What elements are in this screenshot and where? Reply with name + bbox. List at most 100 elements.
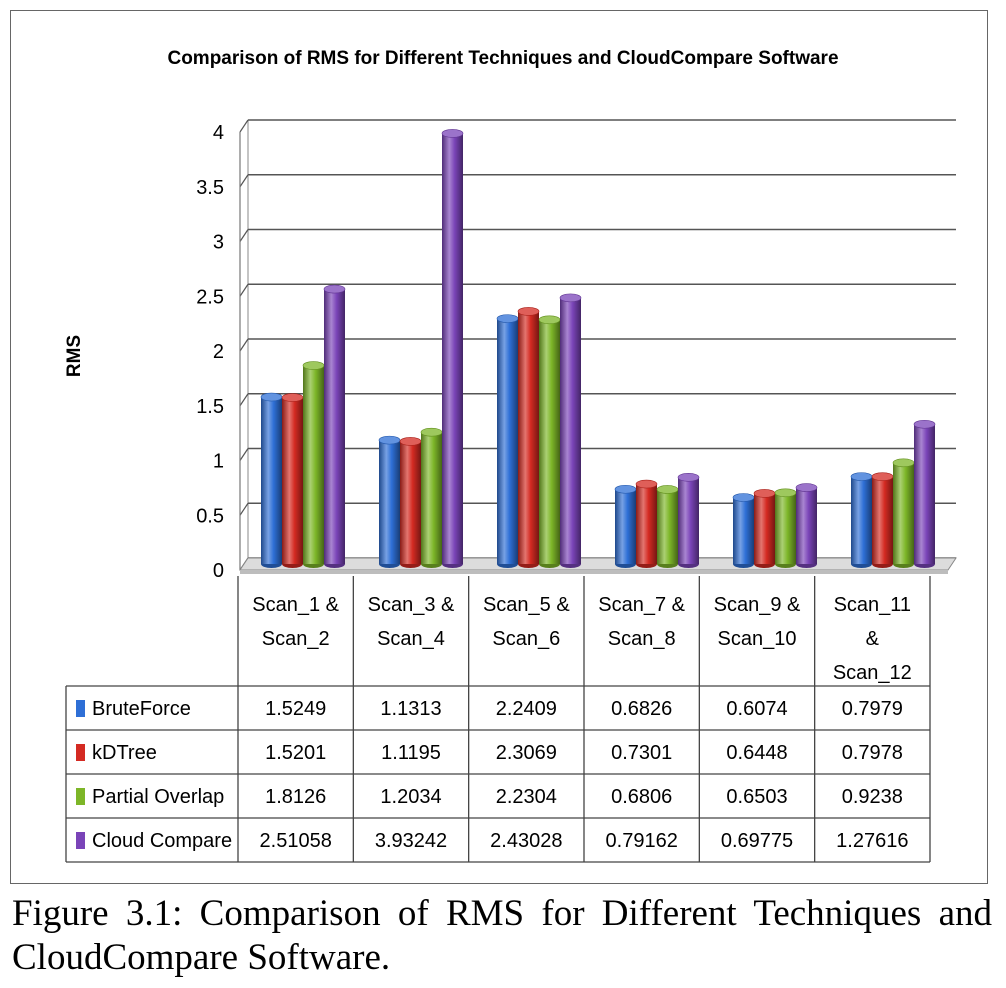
bar-body <box>379 440 400 564</box>
grid-line-depth <box>239 119 249 133</box>
bar-top <box>850 472 873 481</box>
bar-top <box>677 473 700 482</box>
bar-body <box>615 489 636 564</box>
data-label: 0.7979 <box>842 698 903 720</box>
bar-body <box>893 462 914 564</box>
bar-top <box>892 458 915 468</box>
bar <box>850 472 873 568</box>
y-tick-label: 3 <box>213 232 224 254</box>
bar-top <box>538 315 561 325</box>
data-label: 0.6503 <box>726 786 787 808</box>
data-label: 2.3069 <box>496 742 557 764</box>
bar-top <box>420 427 443 437</box>
bar <box>871 472 894 568</box>
category-label: Scan_8 <box>608 628 676 650</box>
bar <box>517 307 540 568</box>
legend-label: kDTree <box>92 742 157 764</box>
bar <box>614 484 637 568</box>
bar-body <box>560 297 581 564</box>
bar-body <box>754 493 775 564</box>
bar-top <box>913 419 936 429</box>
bar <box>656 485 679 568</box>
bar <box>892 458 915 568</box>
bar-body <box>303 365 324 564</box>
data-label: 2.51058 <box>260 830 332 852</box>
y-tick-label: 0.5 <box>196 505 224 527</box>
bar <box>732 493 755 568</box>
grid-line-depth <box>239 393 249 407</box>
y-tick-label: 1.5 <box>196 396 224 418</box>
bar-top <box>753 489 776 498</box>
bar-body <box>421 432 442 564</box>
bar-body <box>261 397 282 564</box>
bar-body <box>657 489 678 564</box>
bar-top <box>795 483 818 492</box>
bar <box>635 479 658 568</box>
figure-caption: Figure 3.1: Comparison of RMS for Differ… <box>12 893 992 978</box>
bar-top <box>323 284 346 294</box>
bar-top <box>517 307 540 316</box>
bar <box>302 361 325 568</box>
bar-top <box>635 479 658 489</box>
bar <box>913 419 936 568</box>
legend-swatch <box>76 832 85 849</box>
bar-body <box>678 477 699 564</box>
bar <box>559 293 582 568</box>
legend-swatch <box>76 788 85 805</box>
bar-top <box>302 361 325 370</box>
category-label: & <box>866 628 880 650</box>
plot-area: 0 0.5 1 1.5 2 2.5 3 3.5 4 <box>196 119 957 582</box>
data-label: 0.69775 <box>721 830 793 852</box>
data-label: 0.6806 <box>611 786 672 808</box>
bar <box>323 284 346 568</box>
bar-body <box>851 476 872 564</box>
category-label: Scan_2 <box>262 628 330 650</box>
legend-label: Cloud Compare <box>92 830 232 852</box>
y-tick-label: 2.5 <box>196 286 224 308</box>
bar <box>399 437 422 568</box>
bar <box>420 427 443 568</box>
bar-body <box>539 319 560 564</box>
bar <box>496 314 519 568</box>
bar-body <box>497 318 518 564</box>
category-label: Scan_1 & <box>252 594 339 616</box>
legend-label: Partial Overlap <box>92 786 224 808</box>
data-label: 1.8126 <box>265 786 326 808</box>
y-tick-label: 4 <box>213 122 224 144</box>
floor-front <box>240 570 948 574</box>
data-label: 0.79162 <box>606 830 678 852</box>
bar-top <box>378 435 401 445</box>
bar-top <box>871 472 894 481</box>
chart-title: Comparison of RMS for Different Techniqu… <box>167 48 838 69</box>
data-label: 0.6826 <box>611 698 672 720</box>
bar-top <box>281 393 304 402</box>
category-label: Scan_6 <box>492 628 560 650</box>
data-label: 1.1313 <box>380 698 441 720</box>
bar-body <box>518 311 539 564</box>
bar <box>378 435 401 568</box>
bar-body <box>442 133 463 564</box>
data-label: 1.2034 <box>380 786 441 808</box>
data-label: 0.7978 <box>842 742 903 764</box>
bar-top <box>399 437 422 446</box>
rms-comparison-chart: Comparison of RMS for Different Techniqu… <box>64 48 957 863</box>
bar-body <box>872 476 893 564</box>
data-label: 1.27616 <box>836 830 908 852</box>
bar-body <box>733 497 754 564</box>
bar-body <box>400 441 421 564</box>
bar-body <box>775 492 796 564</box>
bar-top <box>496 314 519 323</box>
bar <box>677 473 700 568</box>
category-label: Scan_3 & <box>368 594 455 616</box>
bar <box>260 392 283 568</box>
bar-body <box>796 487 817 564</box>
data-label: 0.6074 <box>726 698 787 720</box>
bar <box>441 129 464 568</box>
data-label: 3.93242 <box>375 830 447 852</box>
data-label: 0.9238 <box>842 786 903 808</box>
chart-floor <box>239 557 957 571</box>
data-label: 1.5249 <box>265 698 326 720</box>
bar-top <box>260 392 283 402</box>
bar <box>281 393 304 568</box>
bar-top <box>441 129 464 138</box>
